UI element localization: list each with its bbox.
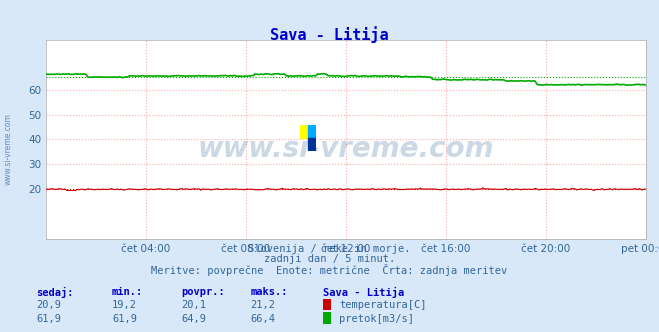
Text: Sava - Litija: Sava - Litija bbox=[270, 27, 389, 43]
Bar bbox=[300, 124, 308, 138]
Text: 61,9: 61,9 bbox=[112, 314, 137, 324]
Text: www.si-vreme.com: www.si-vreme.com bbox=[198, 135, 494, 163]
Text: Slovenija / reke in morje.: Slovenija / reke in morje. bbox=[248, 244, 411, 254]
Text: 64,9: 64,9 bbox=[181, 314, 206, 324]
Text: min.:: min.: bbox=[112, 287, 143, 297]
Text: zadnji dan / 5 minut.: zadnji dan / 5 minut. bbox=[264, 254, 395, 264]
Text: 66,4: 66,4 bbox=[250, 314, 275, 324]
Text: 61,9: 61,9 bbox=[36, 314, 61, 324]
Bar bbox=[308, 124, 316, 138]
Text: Meritve: povprečne  Enote: metrične  Črta: zadnja meritev: Meritve: povprečne Enote: metrične Črta:… bbox=[152, 264, 507, 276]
Text: www.si-vreme.com: www.si-vreme.com bbox=[3, 114, 13, 185]
Bar bbox=[308, 138, 316, 151]
Text: 20,9: 20,9 bbox=[36, 300, 61, 310]
Text: 20,1: 20,1 bbox=[181, 300, 206, 310]
Text: 21,2: 21,2 bbox=[250, 300, 275, 310]
Text: sedaj:: sedaj: bbox=[36, 287, 74, 298]
Text: temperatura[C]: temperatura[C] bbox=[339, 300, 427, 310]
Text: maks.:: maks.: bbox=[250, 287, 288, 297]
Text: pretok[m3/s]: pretok[m3/s] bbox=[339, 314, 415, 324]
Text: 19,2: 19,2 bbox=[112, 300, 137, 310]
Text: Sava - Litija: Sava - Litija bbox=[323, 287, 404, 298]
Text: povpr.:: povpr.: bbox=[181, 287, 225, 297]
